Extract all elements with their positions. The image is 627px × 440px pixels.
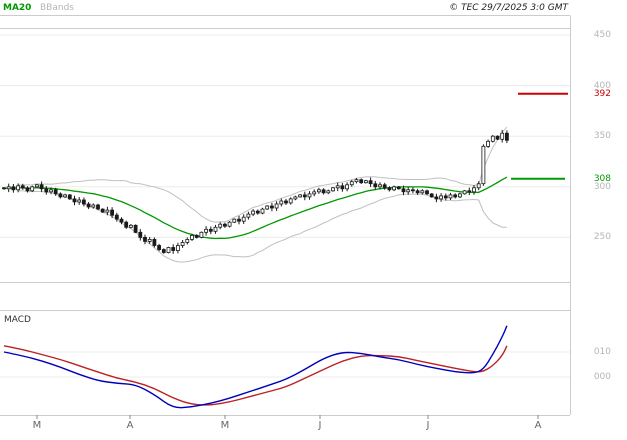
bollinger-upper-band <box>18 126 508 223</box>
macd-axis-label: 010 <box>593 347 611 357</box>
price-axis-label: 450 <box>593 30 611 40</box>
macd-panel-title: MACD <box>4 315 31 325</box>
macd-signal-line <box>3 345 508 406</box>
month-label: J <box>426 420 430 431</box>
price-axis-label: 250 <box>593 232 611 243</box>
month-label: M <box>220 420 230 431</box>
ma20-line <box>3 176 508 240</box>
candles-group <box>2 129 509 254</box>
copyright-text: © TEC 29/7/2025 3:0 GMT <box>449 3 568 13</box>
month-label: M <box>32 420 42 431</box>
legend-bbands: BBands <box>40 3 74 13</box>
month-label: A <box>534 420 542 431</box>
bollinger-lower-band <box>18 190 507 263</box>
month-label: A <box>126 420 134 431</box>
resistance-level-label: 392 <box>593 88 611 99</box>
price-axis-label: 400 <box>593 80 611 91</box>
support-level-label: 308 <box>593 173 611 184</box>
macd-line <box>3 325 508 409</box>
price-axis-label: 300 <box>593 181 611 192</box>
macd-axis-label: 000 <box>593 372 611 382</box>
price-axis-label: 350 <box>593 131 611 142</box>
legend-ma20: MA20 <box>3 3 32 13</box>
month-label: J <box>318 420 322 431</box>
